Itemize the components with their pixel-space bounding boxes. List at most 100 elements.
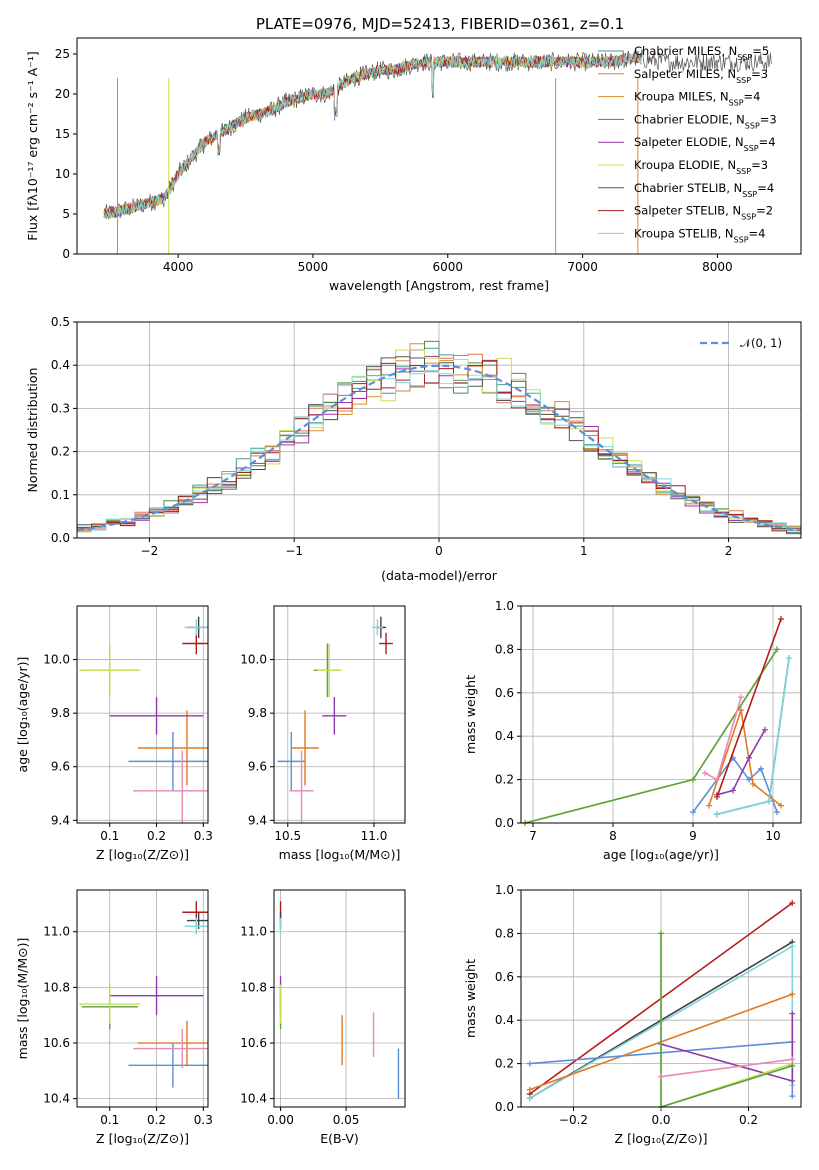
series-marker [789,1093,796,1100]
y-tick-label: 0.8 [495,642,514,656]
series-marker [762,726,768,733]
y-tick-label: 10.6 [240,1036,267,1050]
y-tick-label: 10.4 [43,1092,70,1106]
x-tick-label: 7 [529,829,537,843]
spectrum-line-kroupa-miles [103,53,639,219]
y-tick-label: 9.4 [51,813,70,827]
legend-label: Salpeter STELIB, NSSP=2 [634,204,773,222]
x-tick-label: 0.00 [267,1113,294,1127]
series-line [660,933,793,1107]
series-marker [778,802,784,809]
x-tick-label: 4000 [163,260,194,274]
x-tick-label: 0 [435,544,443,558]
x-tick-label: 0.1 [100,1113,119,1127]
axes-frame [520,889,802,1108]
y-axis-label: Normed distribution [25,368,40,493]
legend-label: Chabrier ELODIE, NSSP=3 [634,112,777,129]
y-tick-label: 10.8 [43,980,70,994]
x-tick-label: −2 [141,544,159,558]
series-marker [714,776,720,783]
x-tick-label: 8000 [702,260,733,274]
x-axis-label: wavelength [Angstrom, rest frame] [329,278,549,293]
series-marker [789,1010,796,1017]
series-marker [789,1062,796,1069]
series-marker [766,798,772,805]
legend-label: 𝒩(0, 1) [740,336,782,350]
series-marker [658,930,664,937]
y-tick-label: 0.3 [51,401,70,415]
x-tick-label: 2 [725,544,733,558]
y-tick-label: 15 [55,127,70,141]
age-vs-mass-panel: 10.5 11.0 9.4 9.6 9.8 10.0 mass [log₁₀(M/M⊙)] [240,605,406,862]
age-vs-metallicity-panel: 0.1 0.2 0.3 9.4 9.6 9.8 10.0 Z [log₁₀(Z/Z⊙)] age… [15,605,213,862]
series-marker [774,809,780,816]
y-tick-label: 10 [55,167,70,181]
x-tick-label: 1 [580,544,588,558]
series-marker [758,765,764,772]
spectrum-line-salpeter-elodie [103,52,639,220]
legend-label: Kroupa STELIB, NSSP=4 [634,226,765,244]
series-marker [526,1060,533,1067]
series-marker [690,776,696,783]
legend-label: Kroupa ELODIE, NSSP=3 [634,158,768,176]
y-tick-label: 0.5 [51,315,70,329]
y-tick-label: 10.6 [43,1036,70,1050]
y-axis-label: mass weight [463,675,478,754]
series-line [704,696,742,781]
x-axis-label: Z [log₁₀(Z/Z⊙)] [96,1131,189,1146]
spectrum-line-salpeter-miles [103,51,643,220]
spectrum-line-chabrier-miles [103,53,640,219]
axes-frame [520,605,802,824]
x-tick-label: 9 [689,829,697,843]
y-tick-label: 0.4 [495,1013,514,1027]
x-tick-label: 0.3 [194,829,213,843]
y-tick-label: 9.6 [51,760,70,774]
series-marker [789,943,796,950]
series-marker [714,811,720,818]
series-line [716,618,782,798]
x-tick-label: 0.2 [147,1113,166,1127]
y-tick-label: 0.6 [495,970,514,984]
y-axis-label: Flux [fλ10⁻¹⁷ erg cm⁻² s⁻¹ A⁻¹] [25,51,40,240]
series-line [708,709,782,807]
series-marker [750,780,756,787]
series-marker [738,694,744,701]
histogram-kroupa-stelib [77,370,801,531]
y-tick-label: 0.1 [51,488,70,502]
series-marker [738,707,744,714]
y-axis-label: age [log₁₀(age/yr)] [15,657,30,773]
series-marker [706,802,712,809]
series-line [716,729,766,796]
x-tick-label: 0.3 [194,1113,213,1127]
series-marker [690,809,696,816]
y-tick-label: 10.4 [240,1092,267,1106]
y-tick-label: 5 [62,207,70,221]
spectrum-line-kroupa-stelib [103,52,643,219]
y-tick-label: 0.8 [495,926,514,940]
x-axis-label: E(B-V) [320,1131,359,1146]
series-line [660,1058,793,1078]
histogram-salpeter-stelib [77,359,801,532]
series-marker [786,655,792,662]
x-axis-label: Z [log₁₀(Z/Z⊙)] [615,1131,708,1146]
axes-frame [76,37,802,255]
axes-frame [76,321,802,539]
series-marker [526,1086,533,1093]
series-marker [789,1077,796,1084]
mass-vs-metallicity-panel: 0.1 0.2 0.3 10.4 10.6 10.8 11.0 Z [log₁₀(Z/Z⊙)]… [15,889,213,1146]
series-marker [789,900,796,907]
y-axis-label: mass [log₁₀(M/M⊙)] [15,938,30,1060]
x-tick-label: 0.2 [147,829,166,843]
y-tick-label: 25 [55,47,70,61]
series-marker [730,787,736,794]
x-axis-label: Z [log₁₀(Z/Z⊙)] [96,847,189,862]
mass-weight-vs-age-panel: 7 8 9 10 0.0 0.2 0.4 0.6 0.8 1.0 age [log₁₀(age/yr… [463,599,802,862]
y-tick-label: 0.2 [51,445,70,459]
y-tick-label: 9.4 [248,813,267,827]
y-tick-label: 10.0 [240,653,267,667]
y-tick-label: 0.4 [495,729,514,743]
legend-label: Kroupa MILES, NSSP=4 [634,90,760,108]
x-tick-label: 0.05 [333,1113,360,1127]
axes-frame [76,605,209,824]
